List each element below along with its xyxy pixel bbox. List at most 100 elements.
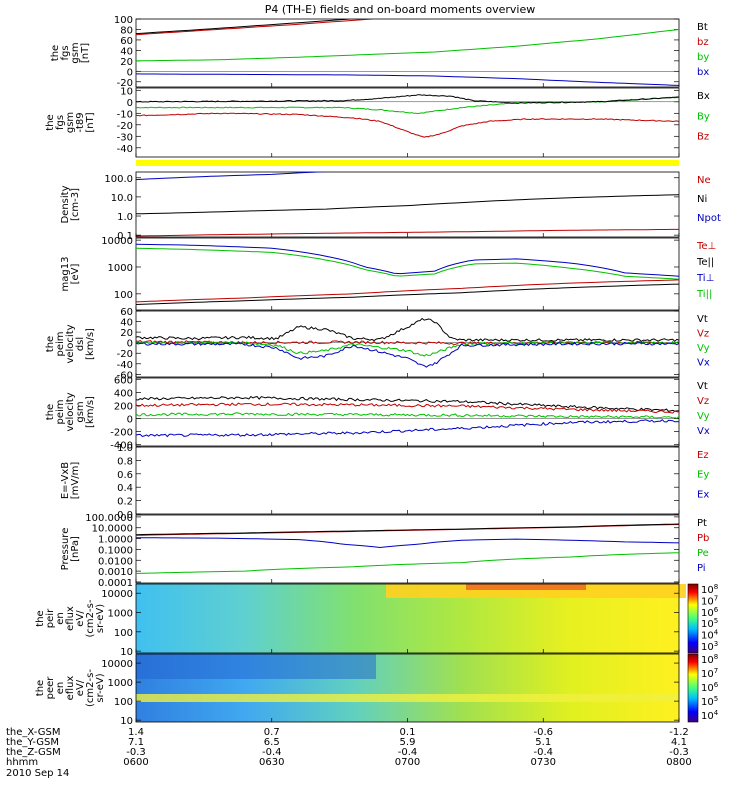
colorbar-tick-label: 107 (701, 667, 718, 680)
y-axis-label-line: the (45, 336, 56, 352)
series-line-density-2 (136, 228, 679, 237)
y-axis-label-line: [eV] (70, 264, 81, 285)
y-axis-label-line: gsm (65, 112, 76, 133)
legend-entry: Bz (697, 132, 709, 143)
series-line-peim_gsm-2 (136, 412, 679, 419)
panel-peim_gsm: 600 400 200 0 -200 -400 the peim velocity gsm [km/… (45, 375, 710, 451)
y-axis-label-line: fgs (60, 45, 71, 60)
y-axis-label-line: Pressure (60, 528, 71, 571)
series-line-temperature-1 (136, 247, 679, 280)
legend-entry: Bx (697, 91, 710, 102)
y-axis-label-line: gsm (70, 42, 81, 63)
x-axis-value: 7.1 (128, 737, 144, 748)
y-axis-label-line: eflux (65, 606, 76, 631)
x-axis-row-label: the_Z-GSM (6, 747, 61, 758)
y-axis-label-line: sr-eV) (95, 604, 106, 633)
x-axis-value: 0730 (531, 757, 556, 768)
y-tick-label: 1.0 (117, 443, 133, 454)
series-line-peim_gsm-0 (136, 395, 679, 412)
y-tick-label: 100 (114, 15, 133, 26)
x-axis-value: 5.9 (400, 737, 416, 748)
y-axis-label: the peim velocity gsm [km/s] (45, 392, 96, 431)
legend-entry: Vt (697, 381, 708, 392)
series-line-peim_dsl-3 (136, 341, 679, 368)
y-tick-label: -200 (110, 428, 133, 439)
y-tick-label: -40 (117, 360, 133, 371)
legend-entry: Te⊥ (696, 241, 716, 252)
y-axis-label-line: gsm (75, 401, 86, 422)
spectrogram-low-energy-band (136, 694, 679, 702)
panel-frame (135, 514, 680, 584)
series-line-fgs-2 (136, 29, 679, 62)
legend-entry: Vy (697, 411, 710, 422)
panel-frame (135, 446, 680, 515)
series-line-fgs_dsl-2 (136, 112, 679, 138)
y-axis-label-line: [nT] (80, 43, 91, 63)
y-axis-label: the fgs gsm [nT] (50, 42, 91, 63)
chart-title: P4 (TH-E) fields and on-board moments ov… (265, 3, 536, 16)
legend-entry: Ti|| (696, 289, 712, 300)
y-axis-label-line: eV/ (75, 679, 86, 696)
legend-entry: Ni (697, 194, 707, 205)
y-axis-label: Density [cm-3] (60, 185, 81, 223)
legend-entry: bz (697, 37, 709, 48)
y-axis-label-line: -t89 (75, 112, 86, 132)
legend-entry: By (697, 111, 710, 122)
y-axis-label-line: [cm-3] (70, 188, 81, 221)
x-axis-value: -0.6 (533, 727, 553, 738)
y-axis-label-line: velocity (65, 392, 76, 431)
colorbar-tick-label: 105 (701, 695, 718, 708)
series-line-peim_gsm-3 (136, 419, 679, 438)
colorbar-tick-label: 103 (701, 640, 718, 653)
y-tick-label: 10 (120, 716, 133, 727)
x-axis-value: 6.5 (264, 737, 280, 748)
legend-entry: Ey (697, 470, 709, 481)
y-axis-label-line: (cm2-s- (85, 599, 96, 637)
y-axis-label-line: [nPa] (70, 536, 81, 562)
y-tick-label: -40 (117, 144, 133, 155)
x-axis-value: -1.2 (669, 727, 689, 738)
y-tick-label: 10 (120, 86, 133, 97)
y-tick-label: 600 (114, 375, 133, 386)
y-tick-label: -10 (117, 109, 133, 120)
y-tick-label: 0.0001 (98, 578, 133, 589)
y-tick-label: 100 (114, 628, 133, 639)
series-line-peim_gsm-1 (136, 402, 679, 414)
y-axis-label-line: the (50, 45, 61, 61)
y-axis-label-line: the (45, 404, 56, 420)
date-label: 2010 Sep 14 (6, 768, 69, 779)
legend-entry: Vy (697, 343, 710, 354)
y-tick-label: 0.8 (117, 456, 133, 467)
y-axis-label: the peer en eflux eV/(cm2-s-sr-eV) (35, 669, 106, 707)
series-line-peim_dsl-2 (136, 340, 679, 357)
y-axis-label-line: dsl (75, 337, 86, 351)
colorbar-peer_eflux (687, 653, 699, 723)
y-tick-label: 0.1 (117, 231, 133, 242)
legend-entry: Vz (697, 329, 709, 340)
y-axis-label-line: the (45, 114, 56, 130)
y-tick-label: 10 (120, 647, 133, 658)
y-axis-label-line: eflux (65, 676, 76, 701)
y-axis-label-line: [km/s] (85, 328, 96, 360)
y-tick-label: 0.2 (117, 497, 133, 508)
series-line-density-0 (136, 172, 329, 181)
x-axis-value: -0.4 (398, 747, 418, 758)
y-tick-label: 0.1000 (98, 545, 133, 556)
y-axis-label-line: peir (45, 608, 56, 628)
series-line-temperature-0 (136, 243, 679, 277)
legend-entry: Vz (697, 396, 709, 407)
x-axis-value: 0.1 (400, 727, 416, 738)
y-tick-label: 1.0000 (98, 535, 133, 546)
y-tick-label: 400 (114, 388, 133, 399)
y-tick-label: 1.0 (117, 212, 133, 223)
y-tick-label: 80 (120, 25, 133, 36)
y-tick-label: 10000 (101, 236, 133, 247)
colorbar-tick-label: 108 (701, 653, 718, 666)
x-axis-value: 1.4 (128, 727, 144, 738)
panel-frame (135, 171, 680, 238)
panel-fgs_dsl: 100-10-20-30-40 the fgs gsm -t89 [nT] Bx By Bz (45, 86, 710, 158)
